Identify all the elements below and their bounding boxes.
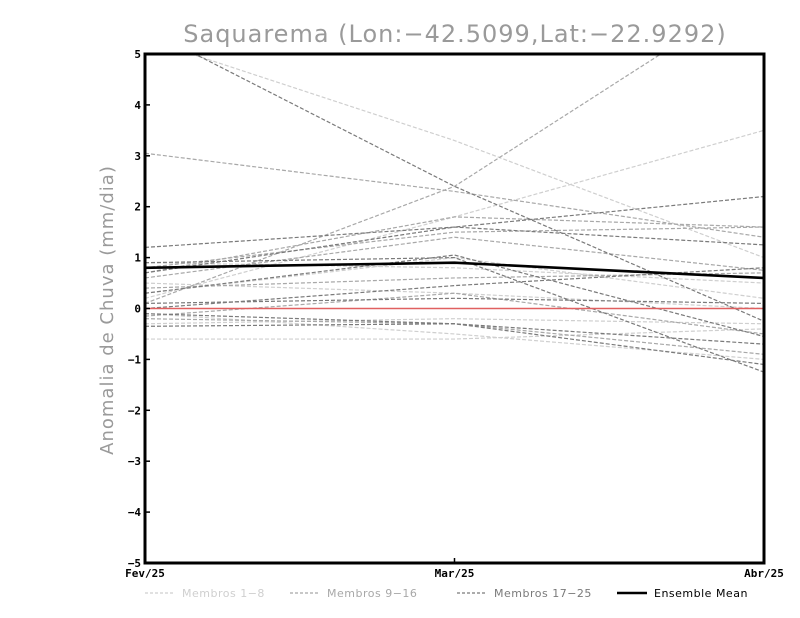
series-line-ensemble-mean: [145, 261, 764, 280]
series-line-member-19: [145, 226, 764, 274]
y-tick-label: 4: [134, 99, 141, 112]
series-line-member-16: [145, 226, 764, 269]
series-line-member-5: [145, 282, 764, 310]
series-line-member-18: [145, 195, 764, 249]
y-tick-label: −2: [128, 404, 141, 417]
series-line-member-6: [145, 328, 764, 340]
legend: Membros 1−8 Membros 9−16 Membros 17−25 Ense…: [145, 587, 748, 600]
x-axis-ticks: Fev/25 Mar/25 Abr/25: [125, 558, 784, 580]
y-tick-label: 3: [134, 150, 141, 163]
legend-label: Membros 17−25: [494, 587, 592, 600]
series-line-member-14: [145, 272, 764, 289]
series-line-member-22: [145, 297, 764, 305]
x-tick-label: Fev/25: [125, 567, 165, 580]
legend-label: Membros 1−8: [182, 587, 265, 600]
series-line-member-8: [145, 318, 764, 325]
x-tick-label: Mar/25: [435, 567, 475, 580]
x-tick-label: Abr/25: [744, 567, 784, 580]
series-line-member-12: [145, 236, 764, 279]
legend-label: Membros 9−16: [327, 587, 417, 600]
series-line-member-1: [189, 54, 764, 259]
plot-lines: [145, 54, 764, 373]
series-line-member-23: [145, 312, 764, 345]
y-tick-label: −3: [128, 455, 141, 468]
y-tick-label: 0: [134, 303, 141, 316]
y-axis-label: Anomalia de Chuva (mm/dia): [97, 165, 118, 455]
series-line-member-21: [145, 323, 764, 366]
y-tick-label: −5: [128, 557, 141, 570]
series-line-member-17: [193, 54, 764, 322]
series-line-member-24: [145, 254, 764, 338]
chart-title: Saquarema (Lon:−42.5099,Lat:−22.9292): [183, 20, 726, 48]
legend-label: Ensemble Mean: [654, 587, 748, 600]
y-tick-label: 2: [134, 201, 141, 214]
series-line-member-9: [145, 152, 764, 238]
series-line-member-25: [145, 256, 764, 373]
y-axis-ticks: 5 4 3 2 1 0 −1 −2 −3 −4 −5: [128, 48, 150, 570]
y-tick-label: 5: [134, 48, 141, 61]
y-tick-label: −4: [128, 506, 142, 519]
series-line-member-10: [145, 216, 764, 274]
series-line-member-15: [145, 292, 764, 335]
y-tick-label: −1: [128, 353, 142, 366]
series-line-member-7: [145, 256, 764, 299]
y-tick-label: 1: [134, 252, 141, 265]
